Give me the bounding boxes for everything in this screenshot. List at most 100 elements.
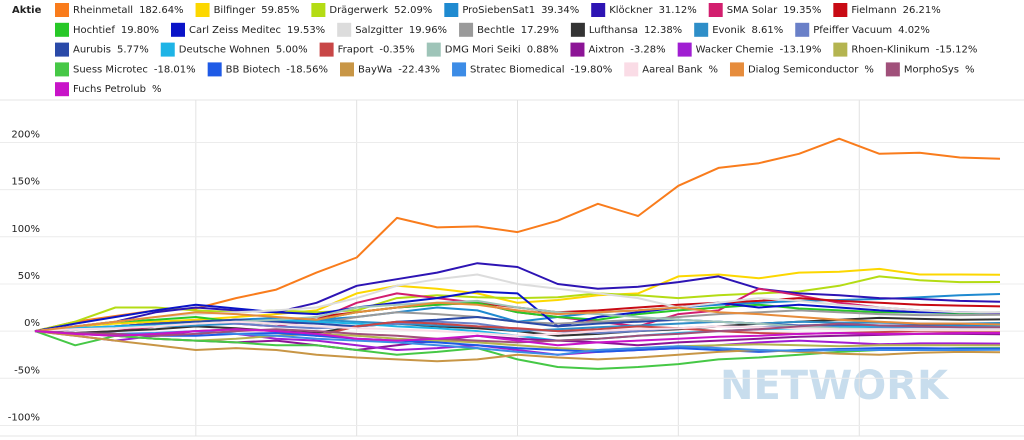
legend-name: Aareal Bank <box>642 64 702 75</box>
y-tick-label: 0% <box>24 318 40 329</box>
legend-name: Carl Zeiss Meditec <box>189 25 281 36</box>
legend-swatch <box>795 22 810 37</box>
legend-swatch <box>55 82 69 97</box>
legend-name: SMA Solar <box>727 5 778 16</box>
legend-value: 8.61% <box>751 25 783 36</box>
legend-value: 19.80% <box>121 25 159 36</box>
y-tick-label: 100% <box>11 224 40 235</box>
legend-name: Salzgitter <box>355 25 404 36</box>
legend-swatch <box>171 22 185 37</box>
legend-swatch <box>833 3 848 17</box>
legend-name: Evonik <box>712 25 745 36</box>
legend-name: MorphoSys <box>904 64 959 75</box>
legend-name: Drägerwerk <box>329 5 388 16</box>
series-line <box>34 275 1001 333</box>
legend-swatch <box>452 62 467 77</box>
series-line <box>34 328 1000 347</box>
legend-swatch <box>624 62 639 77</box>
y-tick-label: 200% <box>11 129 40 140</box>
legend-value: -22.43% <box>398 64 440 75</box>
legend-value: -15.12% <box>936 45 978 56</box>
legend-name: Hochtief <box>73 25 115 36</box>
legend-value: 31.12% <box>659 5 697 16</box>
legend-value: 52.09% <box>394 5 432 16</box>
watermark: NETWORK <box>720 363 950 409</box>
legend-name: Bilfinger <box>214 5 257 16</box>
y-tick-label: 150% <box>11 177 40 188</box>
legend-swatch <box>729 62 744 77</box>
legend-value: 26.21% <box>903 5 941 16</box>
legend-swatch <box>833 42 848 57</box>
legend-value: -18.01% <box>154 64 196 75</box>
legend-value: 12.38% <box>644 25 682 36</box>
legend-swatch <box>444 3 459 17</box>
series-line <box>34 330 1001 363</box>
legend-name: Dialog Semiconductor <box>748 64 859 75</box>
legend-value: -18.56% <box>286 64 328 75</box>
legend-swatch <box>426 42 441 57</box>
legend-value: % <box>708 64 718 75</box>
legend-swatch <box>694 22 709 37</box>
legend-swatch <box>459 22 474 37</box>
legend-value: 5.77% <box>117 45 149 56</box>
legend-title: Aktie <box>12 5 42 16</box>
legend-value: % <box>152 84 162 95</box>
legend-name: Rhoen-Klinikum <box>851 45 929 56</box>
series-line <box>34 301 1001 333</box>
legend-swatch <box>207 62 222 77</box>
series-line <box>34 267 1001 333</box>
legend-swatch <box>570 42 585 57</box>
legend-name: Fuchs Petrolub <box>73 84 146 95</box>
series-line <box>34 301 1001 333</box>
legend-swatch <box>340 62 354 77</box>
legend-value: % <box>864 64 874 75</box>
legend-value: 17.29% <box>521 25 559 36</box>
legend-swatch <box>677 42 692 57</box>
legend-swatch <box>337 22 352 37</box>
legend-value: -13.19% <box>780 45 822 56</box>
legend-swatch <box>570 22 585 37</box>
legend-name: Wacker Chemie <box>696 45 774 56</box>
legend-name: BB Biotech <box>226 64 281 75</box>
series-line <box>34 320 1000 337</box>
legend-swatch <box>591 3 606 17</box>
legend-value: -3.28% <box>630 45 665 56</box>
legend-swatch <box>55 42 69 57</box>
legend-value: 59.85% <box>261 5 299 16</box>
legend-name: Lufthansa <box>589 25 638 36</box>
legend-value: -19.80% <box>571 64 613 75</box>
legend-name: Deutsche Wohnen <box>179 45 270 56</box>
legend-swatch <box>319 42 334 57</box>
legend-name: Pfeiffer Vacuum <box>813 25 892 36</box>
legend-value: 19.53% <box>287 25 325 36</box>
legend-name: Rheinmetall <box>73 5 133 16</box>
legend-value: 39.34% <box>541 5 579 16</box>
series-line <box>34 273 1000 333</box>
legend-name: Stratec Biomedical <box>470 64 564 75</box>
legend-value: 182.64% <box>139 5 184 16</box>
legend-name: DMG Mori Seiki <box>445 45 521 56</box>
legend-name: Aurubis <box>73 45 111 56</box>
legend-name: Klöckner <box>609 5 653 16</box>
legend-swatch <box>160 42 175 57</box>
legend-value: 0.88% <box>527 45 559 56</box>
legend-value: 5.00% <box>276 45 308 56</box>
series-line <box>34 262 1001 333</box>
legend-swatch <box>195 3 210 17</box>
legend-swatch <box>311 3 326 17</box>
legend-value: 19.96% <box>409 25 447 36</box>
legend-value: % <box>965 64 975 75</box>
legend-name: Fielmann <box>851 5 896 16</box>
legend-swatch <box>885 62 900 77</box>
legend-name: Aixtron <box>588 45 624 56</box>
series-line <box>34 330 1000 370</box>
legend-value: 19.35% <box>783 5 821 16</box>
legend-swatch <box>55 62 69 77</box>
series-line <box>34 318 1001 333</box>
legend-name: BayWa <box>358 64 392 75</box>
legend-swatch <box>55 22 69 37</box>
legend-name: Suess Microtec <box>73 64 148 75</box>
legend-swatch <box>55 3 69 17</box>
legend-value: 4.02% <box>898 25 930 36</box>
